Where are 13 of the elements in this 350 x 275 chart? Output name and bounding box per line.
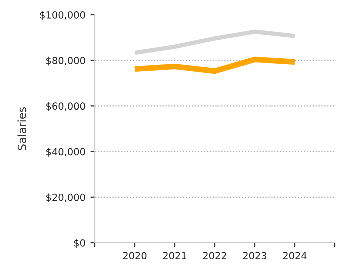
x-tick-label: 2024 — [283, 252, 307, 260]
y-tick-label: $0 — [74, 239, 86, 248]
y-tick-label: $20,000 — [46, 194, 86, 203]
x-tick-label: 2023 — [243, 252, 267, 260]
y-axis-title: Salaries — [18, 108, 26, 150]
x-tick-label: 2022 — [203, 252, 226, 260]
y-tick-label: $80,000 — [46, 56, 86, 66]
y-tick-label: $40,000 — [46, 148, 86, 157]
y-tick-label: $60,000 — [46, 102, 86, 112]
line-series — [132, 30, 298, 56]
y-tick-label: $100,000 — [40, 11, 86, 20]
x-tick-label: 2021 — [163, 252, 186, 260]
x-tick-label: 2020 — [123, 252, 147, 260]
